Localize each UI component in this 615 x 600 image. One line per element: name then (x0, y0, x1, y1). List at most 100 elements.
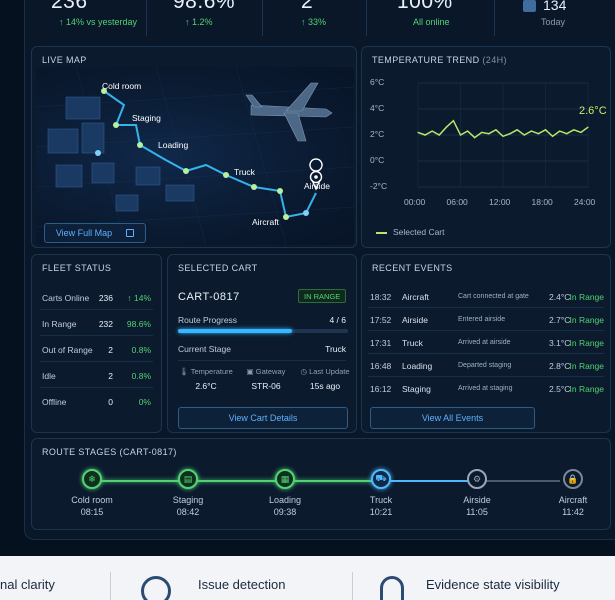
series-point (523, 134, 525, 136)
stage-airside[interactable]: ⚙ Airside 11:05 (442, 469, 512, 517)
event-time: 17:31 (370, 338, 392, 348)
event-status: In Range (569, 292, 605, 302)
event-time: 17:52 (370, 315, 392, 325)
event-time: 18:32 (370, 292, 392, 302)
route-node (95, 150, 101, 156)
fleet-label: Offline (42, 397, 67, 407)
stage-staging[interactable]: ▤ Staging 08:42 (153, 469, 223, 517)
title-text: TEMPERATURE TREND (372, 55, 480, 65)
fleet-row: In Range 232 98.6% (40, 310, 153, 336)
cart-id: CART-0817 (178, 291, 240, 303)
route-node (223, 172, 229, 178)
divider (110, 572, 111, 600)
kpi-value: 236 (51, 0, 88, 13)
dashboard: 236 ↑ 14% vs yesterday 98.6% ↑ 1.2% 2 ↑ … (24, 0, 615, 540)
fleet-pct: ↑ 14% (127, 293, 151, 303)
info-value: 2.6°C (195, 381, 217, 391)
series-point (544, 129, 547, 131)
route-line (103, 90, 317, 219)
event-place: Aircraft (402, 292, 429, 302)
series-point (566, 133, 568, 135)
event-temp: 2.8°C (549, 361, 571, 371)
event-temp: 2.4°C (549, 292, 571, 302)
panel-title: ROUTE STAGES (CART-0817) (42, 447, 177, 457)
event-desc: Cart connected at gate (458, 293, 529, 300)
event-desc: Departed staging (458, 362, 512, 369)
fleet-row: Idle 2 0.8% (40, 362, 153, 388)
event-row[interactable]: 16:12 Staging Arrived at staging 2.5°C I… (368, 377, 604, 400)
y-tick-label: 2°C (370, 129, 385, 139)
stage-name: Airside (463, 495, 491, 505)
fleet-pct: 0% (138, 397, 151, 407)
map-label-truck: Truck (234, 167, 255, 177)
info-label: Temperature (190, 367, 233, 376)
fleet-pct: 98.6% (126, 319, 151, 329)
series-point (474, 137, 476, 139)
panel-title: RECENT EVENTS (372, 263, 453, 273)
event-desc: Arrived at staging (458, 385, 513, 392)
stage-time: 11:42 (562, 507, 584, 517)
update-info: ◷ Last Update 15s ago (296, 367, 354, 391)
temperature-trend-panel: TEMPERATURE TREND (24H) 6°C 4°C 2°C 0°C -2°C… (361, 46, 611, 248)
route-stages-panel: ROUTE STAGES (CART-0817) ❄ Cold room 08:… (31, 438, 611, 530)
selected-cart-panel: SELECTED CART CART-0817 IN RANGE Route P… (167, 254, 357, 433)
stage-aircraft[interactable]: 🔒 Aircraft 11:42 (538, 469, 608, 517)
progress-value: 4 / 6 (329, 315, 346, 325)
feature-clarity: nal clarity (0, 577, 55, 592)
view-full-map-button[interactable]: View Full Map (44, 223, 146, 243)
stage-loading[interactable]: ▦ Loading 09:38 (250, 469, 320, 517)
progress-label: Route Progress (178, 315, 238, 325)
button-label: View All Events (421, 413, 484, 423)
info-label: Last Update (309, 367, 350, 376)
series-point (452, 120, 455, 122)
map-label-aircraft: Aircraft (252, 217, 279, 227)
stage-truck[interactable]: ⛟ Truck 10:21 (346, 469, 416, 517)
fleet-label: Out of Range (42, 345, 93, 355)
info-value: STR-06 (251, 381, 281, 391)
fleet-value: 2 (108, 371, 113, 381)
stage-cold-room[interactable]: ❄ Cold room 08:15 (57, 469, 127, 517)
stage-icon: 🔒 (563, 469, 583, 489)
route-map-svg (36, 67, 354, 245)
recent-events-panel: RECENT EVENTS 18:32 Aircraft Cart connec… (361, 254, 611, 433)
stage-value: Truck (325, 344, 346, 354)
fleet-row: Out of Range 2 0.8% (40, 336, 153, 362)
view-all-events-button[interactable]: View All Events (370, 407, 535, 429)
kpi-value: 98.6% (173, 0, 236, 13)
view-cart-details-button[interactable]: View Cart Details (178, 407, 348, 429)
series-point (459, 134, 462, 136)
map-canvas[interactable]: Cold room Staging Loading Truck Airside … (36, 67, 354, 245)
kpi-sub: ↑ 33% (301, 17, 327, 27)
stage-label: Current Stage (178, 344, 231, 354)
route-node (277, 188, 283, 194)
series-point (424, 134, 426, 136)
kpi-value: 100% (397, 0, 453, 13)
event-row[interactable]: 16:48 Loading Departed staging 2.8°C In … (368, 354, 604, 377)
y-tick-label: 0°C (370, 155, 385, 165)
series-point (417, 131, 419, 133)
fleet-label: Carts Online (42, 293, 90, 303)
event-row[interactable]: 17:52 Airside Entered airside 2.7°C In R… (368, 308, 604, 331)
stage-time: 08:15 (80, 507, 104, 517)
event-place: Loading (402, 361, 433, 371)
live-map-panel: LIVE MAP (31, 46, 357, 248)
fleet-status-panel: FLEET STATUS Carts Online 236 ↑ 14% In Ra… (31, 254, 162, 433)
x-tick-label: 18:00 (531, 197, 553, 207)
fleet-row: Carts Online 236 ↑ 14% (40, 284, 153, 310)
feature-issue-detection: Issue detection (198, 577, 286, 592)
feature-strip: nal clarity Issue detection Evidence sta… (0, 556, 615, 600)
series-point (488, 133, 490, 135)
stage-icon: ▦ (275, 469, 295, 489)
event-place: Staging (402, 384, 431, 394)
fleet-label: Idle (42, 371, 56, 381)
series-point (587, 126, 589, 128)
event-time: 16:48 (370, 361, 392, 371)
info-label: Gateway (255, 367, 286, 376)
event-row[interactable]: 17:31 Truck Arrived at airside 3.1°C In … (368, 331, 604, 354)
event-row[interactable]: 18:32 Aircraft Cart connected at gate 2.… (368, 285, 604, 308)
stage-time: 10:21 (369, 507, 393, 517)
stage-icon: ⛟ (371, 469, 391, 489)
x-tick-label: 24:00 (574, 197, 596, 207)
divider (352, 572, 353, 600)
x-tick-label: 06:00 (446, 197, 468, 207)
